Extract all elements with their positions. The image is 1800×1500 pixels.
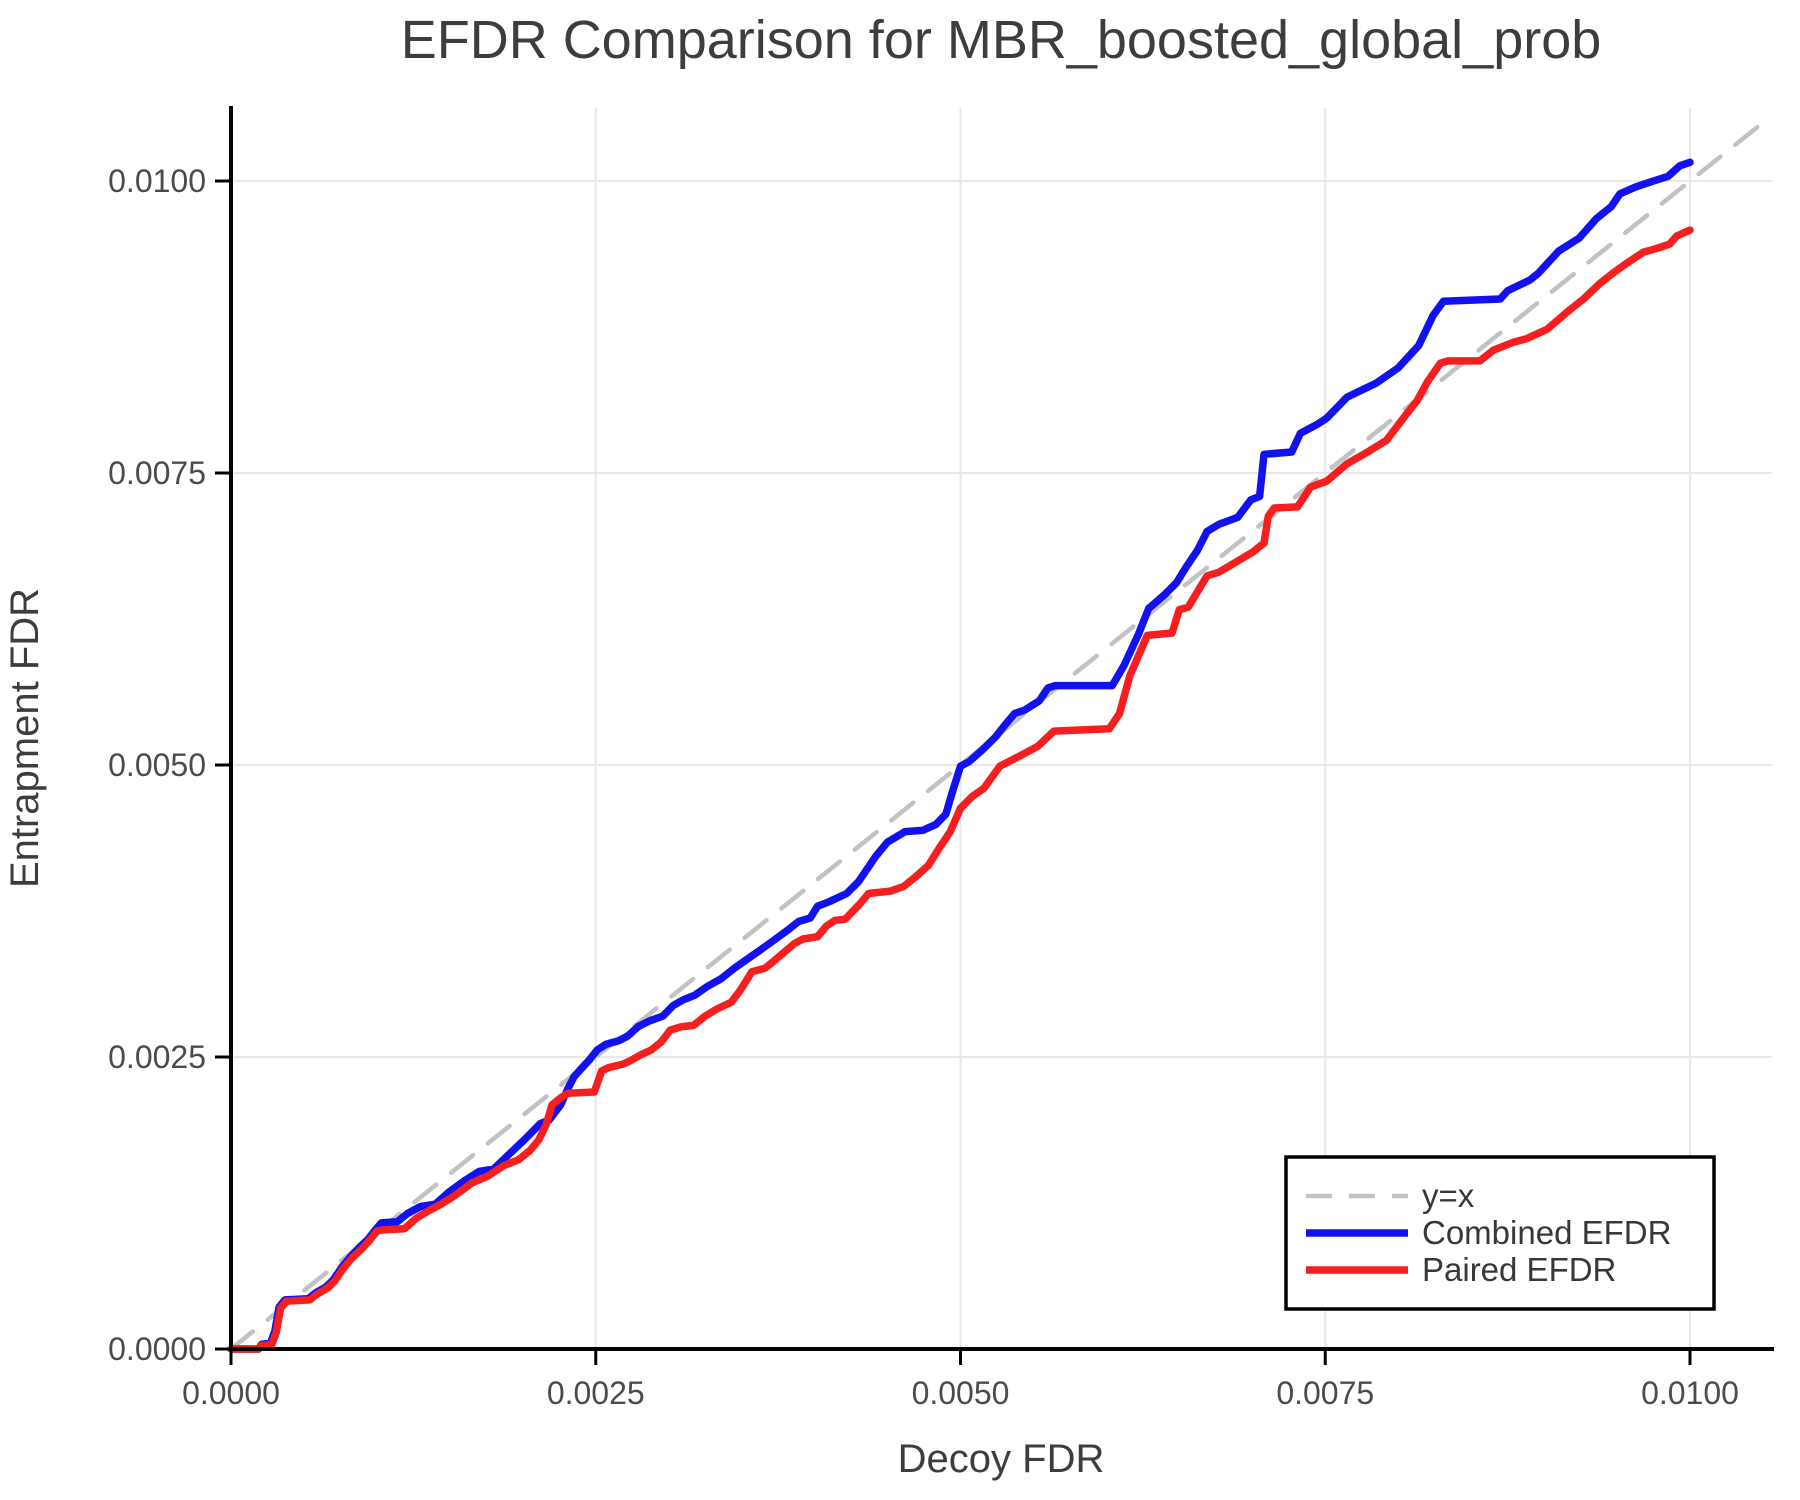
x-tick-label: 0.0075 — [1276, 1375, 1374, 1411]
y-tick-label: 0.0050 — [108, 747, 206, 783]
axes-spines — [229, 106, 1774, 1351]
tick-labels: 0.0000 0.0025 0.0050 0.0075 0.0100 0.0000 0.00… — [108, 163, 1739, 1411]
x-tick-label: 0.0000 — [182, 1375, 280, 1411]
legend-label: y=x — [1422, 1177, 1475, 1214]
legend-item-combined-efdr: Combined EFDR — [1306, 1214, 1671, 1251]
paired-efdr-line — [227, 226, 1694, 1353]
x-tick-label: 0.0100 — [1641, 1375, 1739, 1411]
legend-label: Paired EFDR — [1422, 1251, 1616, 1288]
y-tick-label: 0.0025 — [108, 1039, 206, 1075]
tick-marks — [215, 179, 1692, 1365]
legend-item-y-x: y=x — [1306, 1177, 1475, 1214]
y-tick-label: 0.0075 — [108, 455, 206, 491]
y-tick-label: 0.0100 — [108, 163, 206, 199]
legend-label: Combined EFDR — [1422, 1214, 1671, 1251]
x-tick-label: 0.0025 — [547, 1375, 645, 1411]
y-tick-label: 0.0000 — [108, 1331, 206, 1367]
chart-title: EFDR Comparison for MBR_boosted_global_p… — [401, 10, 1602, 70]
x-tick-label: 0.0050 — [912, 1375, 1010, 1411]
y-axis-label: Entrapment FDR — [3, 588, 47, 888]
x-axis-label: Decoy FDR — [898, 1437, 1105, 1481]
series-lines — [227, 113, 1774, 1353]
legend-item-paired-efdr: Paired EFDR — [1306, 1251, 1616, 1288]
combined-efdr-line — [227, 158, 1694, 1353]
